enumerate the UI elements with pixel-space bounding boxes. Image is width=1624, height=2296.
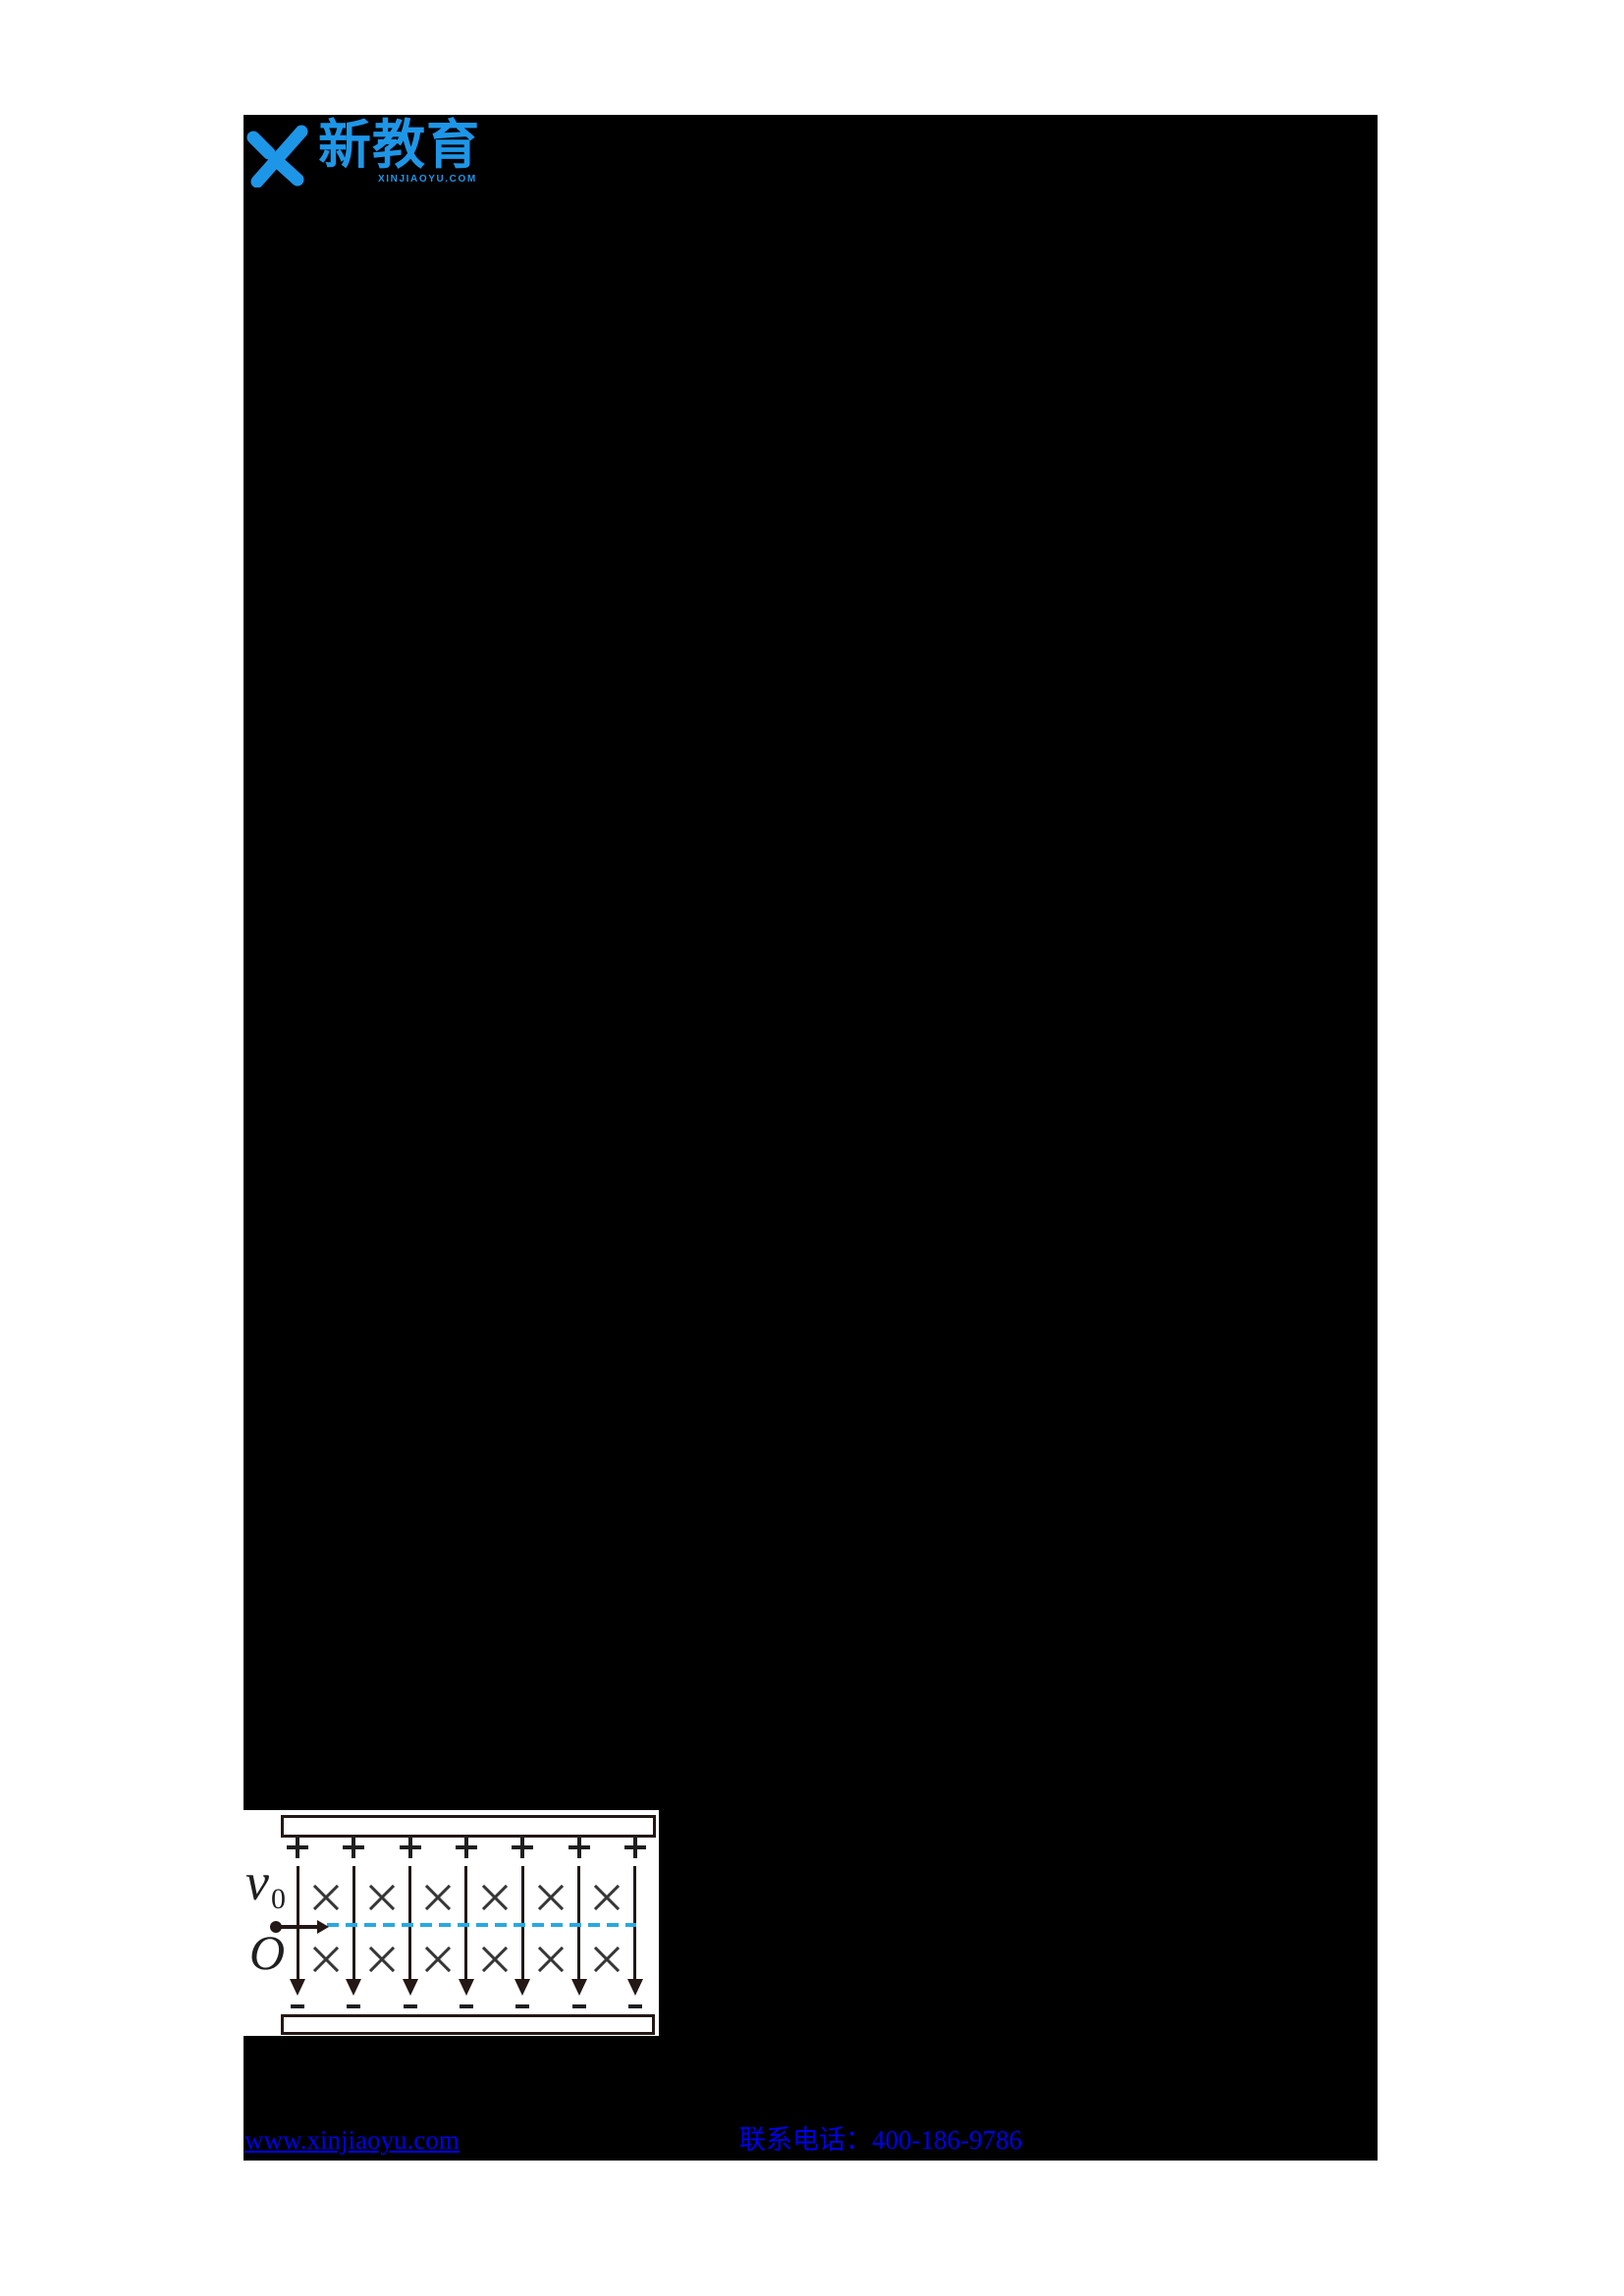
magnetic-field-cross-icon (368, 1885, 395, 1911)
brand-domain-text: XINJIAOYU.COM (378, 174, 477, 185)
field-arrow-head (290, 1979, 305, 1996)
magnetic-field-cross-icon (481, 1947, 508, 1973)
magnetic-field-cross-icon (594, 1885, 621, 1911)
website-link[interactable]: www.xinjiaoyu.com (244, 2125, 460, 2155)
field-arrow-head (402, 1979, 418, 1996)
minus-charge-icon (571, 2004, 586, 2008)
field-arrow-head (458, 1979, 474, 1996)
plus-charge-icon (623, 1837, 646, 1858)
capacitor-bottom-plate (281, 2014, 655, 2035)
magnetic-field-cross-icon (368, 1947, 395, 1973)
minus-charge-icon (459, 2004, 473, 2008)
minus-charge-icon (347, 2004, 361, 2008)
initial-velocity-label: v 0 (245, 1855, 304, 1914)
redacted-content-area: 新教育 XINJIAOYU.COM v 0 O www.xinjiaoyu.co… (244, 115, 1378, 2161)
plus-charge-icon (343, 1837, 365, 1858)
field-arrow-head (570, 1979, 587, 1996)
trajectory-dashed-line (327, 1923, 636, 1927)
brand-logo-icon (246, 125, 308, 187)
minus-charge-icon (627, 2004, 642, 2008)
velocity-arrow-icon (276, 1920, 329, 1934)
plus-charge-icon (287, 1837, 308, 1858)
brand-logo: 新教育 XINJIAOYU.COM (244, 115, 499, 203)
magnetic-field-cross-icon (312, 1947, 339, 1973)
magnetic-field-cross-icon (312, 1885, 339, 1911)
minus-charge-icon (515, 2004, 530, 2008)
field-arrow-head (626, 1979, 643, 1996)
velocity-symbol: v (245, 1852, 269, 1911)
velocity-subscript: 0 (271, 1883, 286, 1915)
capacitor-top-plate (281, 1815, 656, 1838)
magnetic-field-cross-icon (481, 1885, 508, 1911)
minus-charge-icon (291, 2004, 304, 2008)
field-arrow-head (514, 1979, 531, 1996)
contact-phone-text: 联系电话：400-186-9786 (739, 2125, 1022, 2155)
origin-label: O (249, 1925, 286, 1980)
plus-charge-icon (512, 1837, 534, 1858)
magnetic-field-cross-icon (425, 1885, 452, 1911)
magnetic-field-cross-icon (594, 1947, 621, 1973)
field-arrow-line (296, 1866, 299, 1982)
plus-charge-icon (399, 1837, 421, 1858)
magnetic-field-cross-icon (537, 1947, 564, 1973)
brand-name: 新教育 (318, 116, 480, 175)
minus-charge-icon (403, 2004, 417, 2008)
magnetic-field-cross-icon (425, 1947, 452, 1973)
plus-charge-icon (455, 1837, 477, 1858)
field-arrow-head (346, 1979, 362, 1996)
magnetic-field-cross-icon (537, 1885, 564, 1911)
plus-charge-icon (568, 1837, 590, 1858)
physics-capacitor-figure: v 0 O (244, 1810, 659, 2036)
